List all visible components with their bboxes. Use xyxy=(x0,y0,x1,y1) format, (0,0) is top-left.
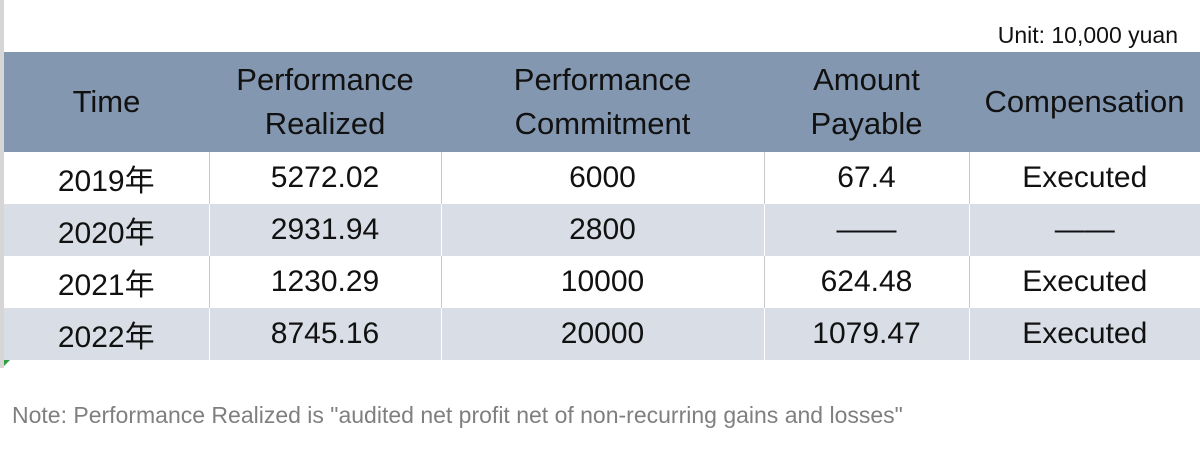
cell-compensation: Executed xyxy=(969,256,1200,308)
cell-amount-payable: 624.48 xyxy=(764,256,970,308)
header-time: Time xyxy=(4,52,209,152)
header-performance-commitment: Performance Commitment xyxy=(441,52,764,152)
cell-time: 2022年 xyxy=(4,308,210,360)
header-amount-payable: Amount Payable xyxy=(764,52,969,152)
header-performance-realized: Performance Realized xyxy=(209,52,441,152)
table-row: 2021年 1230.29 10000 624.48 Executed xyxy=(4,256,1200,308)
table-row: 2019年 5272.02 6000 67.4 Executed xyxy=(4,152,1200,204)
cell-time: 2019年 xyxy=(4,152,210,204)
table-header-row: Time Performance Realized Performance Co… xyxy=(4,52,1200,152)
footnote: Note: Performance Realized is "audited n… xyxy=(12,402,903,428)
table-row: 2022年 8745.16 20000 1079.47 Executed xyxy=(4,308,1200,360)
header-compensation: Compensation xyxy=(969,52,1200,152)
cell-performance-commitment: 6000 xyxy=(441,152,765,204)
cell-compensation: —— xyxy=(969,204,1200,256)
performance-table: Time Performance Realized Performance Co… xyxy=(4,52,1200,360)
cell-performance-realized: 5272.02 xyxy=(209,152,442,204)
cell-amount-payable: 1079.47 xyxy=(764,308,970,360)
unit-label: Unit: 10,000 yuan xyxy=(997,22,1178,48)
cell-performance-realized: 1230.29 xyxy=(209,256,442,308)
table-row: 2020年 2931.94 2800 —— —— xyxy=(4,204,1200,256)
cell-time: 2020年 xyxy=(4,204,210,256)
cell-performance-commitment: 2800 xyxy=(441,204,765,256)
cell-performance-realized: 2931.94 xyxy=(209,204,442,256)
cell-amount-payable: —— xyxy=(764,204,970,256)
cell-compensation: Executed xyxy=(969,308,1200,360)
cell-performance-commitment: 10000 xyxy=(441,256,765,308)
sheet-left-edge xyxy=(0,0,4,368)
cell-time: 2021年 xyxy=(4,256,210,308)
cell-marker-icon xyxy=(4,360,10,366)
cell-performance-commitment: 20000 xyxy=(441,308,765,360)
cell-performance-realized: 8745.16 xyxy=(209,308,442,360)
cell-compensation: Executed xyxy=(969,152,1200,204)
cell-amount-payable: 67.4 xyxy=(764,152,970,204)
